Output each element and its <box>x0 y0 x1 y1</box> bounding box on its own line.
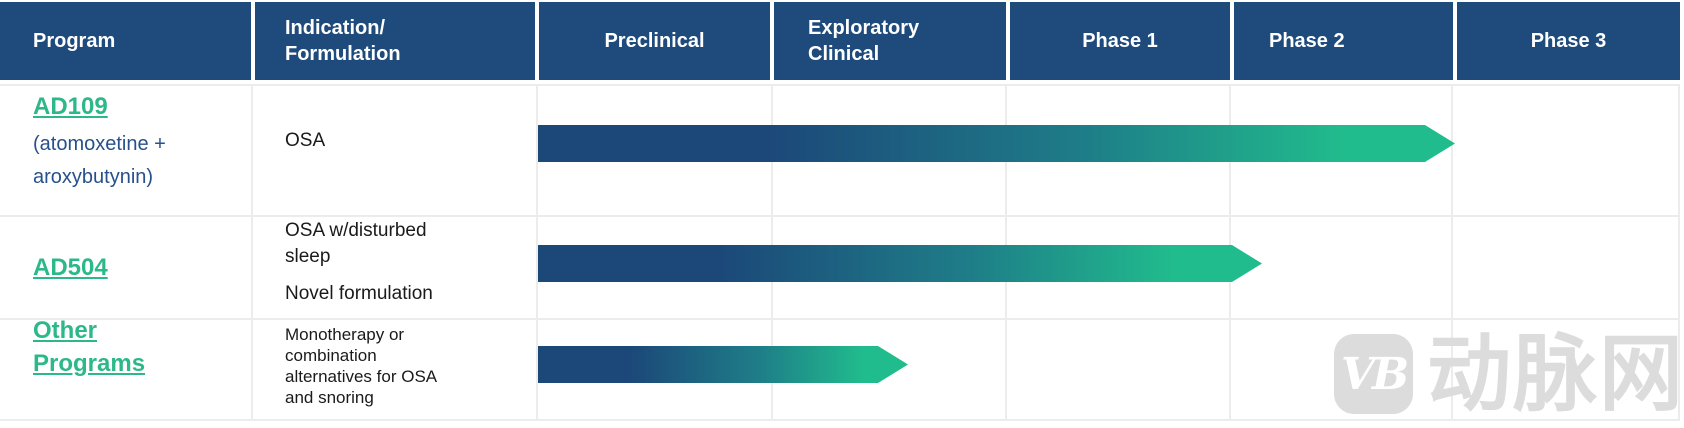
watermark: VB 动脉网 <box>1334 327 1684 421</box>
grid-line-horizontal <box>0 318 1680 320</box>
program-subtext-ad109: (atomoxetine + aroxybutynin) <box>33 133 166 188</box>
column-header-phase-2: Phase 2 <box>1234 2 1453 80</box>
program-link-ad109[interactable]: AD109 <box>33 93 108 120</box>
table-row-ad504-program-cell: AD504 <box>33 251 238 284</box>
progress-arrow-ad109 <box>538 125 1455 162</box>
column-header-exploratory-clinical: Exploratory Clinical <box>774 2 1006 80</box>
column-header-indication-formulation: Indication/ Formulation <box>255 2 535 80</box>
column-header-preclinical: Preclinical <box>539 2 770 80</box>
indication-text-primary: OSA w/disturbed sleep <box>285 220 427 267</box>
grid-line-vertical <box>251 84 253 420</box>
grid-line-vertical <box>1451 84 1453 420</box>
program-link-ad504[interactable]: AD504 <box>33 254 108 281</box>
table-row-ad109-program-cell: AD109 (atomoxetine + aroxybutynin) <box>33 90 238 194</box>
grid-line-horizontal <box>0 215 1680 217</box>
indication-cell-ad504: OSA w/disturbed sleep Novel formulation <box>285 218 457 307</box>
indication-text-secondary: Novel formulation <box>285 283 433 304</box>
program-link-other-programs[interactable]: Other Programs <box>33 317 146 377</box>
watermark-text: 动脉网 <box>1427 327 1684 421</box>
indication-cell-other-programs: Monotherapy or combination alternatives … <box>285 325 437 407</box>
indication-cell-ad109: OSA <box>285 130 326 151</box>
progress-arrow-ad504 <box>538 245 1262 282</box>
grid-line-vertical <box>536 84 538 420</box>
table-row-other-programs-program-cell: Other Programs <box>33 314 203 380</box>
grid-line-vertical <box>1678 84 1680 420</box>
column-header-program: Program <box>0 2 251 80</box>
grid-line-horizontal <box>0 84 1680 86</box>
column-header-phase-3: Phase 3 <box>1457 2 1680 80</box>
watermark-vb-logo-icon: VB <box>1334 334 1413 414</box>
column-header-phase-1: Phase 1 <box>1010 2 1230 80</box>
grid-line-horizontal <box>0 419 1680 421</box>
progress-arrow-other-programs <box>538 346 908 383</box>
